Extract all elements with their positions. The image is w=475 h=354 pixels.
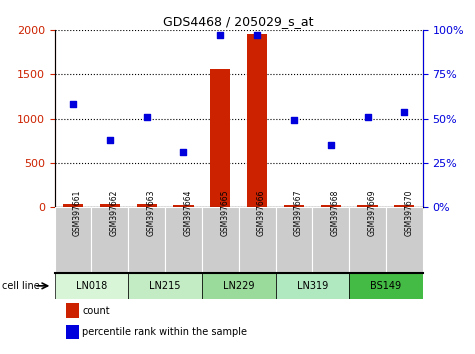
Text: GSM397668: GSM397668 xyxy=(331,189,340,235)
Bar xyxy=(63,205,83,207)
Text: LN215: LN215 xyxy=(149,281,181,291)
Bar xyxy=(66,303,78,318)
Point xyxy=(143,114,151,120)
Point xyxy=(253,33,261,38)
Point xyxy=(69,102,77,107)
Point xyxy=(400,109,408,114)
Text: LN229: LN229 xyxy=(223,281,255,291)
Text: GSM397664: GSM397664 xyxy=(183,189,192,235)
Text: LN319: LN319 xyxy=(297,281,328,291)
Bar xyxy=(55,273,128,299)
Bar xyxy=(66,325,78,339)
Bar xyxy=(128,207,165,273)
Bar xyxy=(136,205,157,207)
Bar xyxy=(202,207,238,273)
Title: GDS4468 / 205029_s_at: GDS4468 / 205029_s_at xyxy=(163,15,314,28)
Bar xyxy=(210,69,230,207)
Bar xyxy=(284,205,304,207)
Text: GSM397663: GSM397663 xyxy=(147,189,156,235)
Bar xyxy=(247,34,267,207)
Bar xyxy=(238,207,276,273)
Bar xyxy=(357,205,378,207)
Bar xyxy=(321,205,341,207)
Text: count: count xyxy=(82,306,110,316)
Bar xyxy=(91,207,128,273)
Bar xyxy=(349,273,423,299)
Point xyxy=(327,142,334,148)
Bar xyxy=(173,205,194,207)
Bar xyxy=(100,205,120,207)
Text: GSM397667: GSM397667 xyxy=(294,189,303,235)
Bar xyxy=(55,207,91,273)
Text: GSM397666: GSM397666 xyxy=(257,189,266,235)
Bar xyxy=(276,207,313,273)
Point xyxy=(290,118,298,123)
Point xyxy=(364,114,371,120)
Bar xyxy=(386,207,423,273)
Bar xyxy=(202,273,276,299)
Text: GSM397661: GSM397661 xyxy=(73,189,82,235)
Bar xyxy=(394,205,415,207)
Text: cell line: cell line xyxy=(2,281,40,291)
Bar xyxy=(165,207,202,273)
Bar xyxy=(313,207,349,273)
Bar xyxy=(276,273,349,299)
Point xyxy=(106,137,114,143)
Text: GSM397669: GSM397669 xyxy=(368,189,377,235)
Text: BS149: BS149 xyxy=(370,281,401,291)
Text: LN018: LN018 xyxy=(76,281,107,291)
Point xyxy=(180,149,187,155)
Bar xyxy=(128,273,202,299)
Point xyxy=(217,33,224,38)
Bar xyxy=(349,207,386,273)
Text: GSM397665: GSM397665 xyxy=(220,189,229,235)
Text: GSM397662: GSM397662 xyxy=(110,189,119,235)
Text: GSM397670: GSM397670 xyxy=(404,189,413,235)
Text: percentile rank within the sample: percentile rank within the sample xyxy=(82,327,247,337)
